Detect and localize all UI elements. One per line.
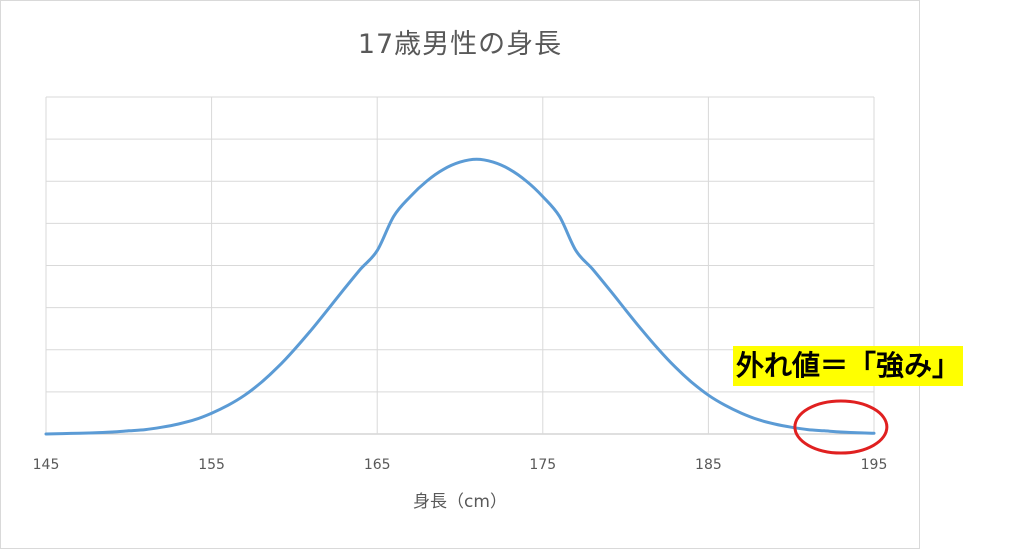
- x-tick-labels: 145 155 165 175 185 195: [33, 457, 888, 473]
- chart-title: 17歳男性の身長: [357, 29, 563, 60]
- x-tick-label: 175: [529, 457, 556, 473]
- outlier-callout-label: 外れ値＝「強み」: [733, 346, 964, 386]
- x-tick-label: 185: [695, 457, 722, 473]
- x-tick-label: 155: [198, 457, 225, 473]
- x-tick-label: 195: [861, 457, 888, 473]
- series-line: [44, 157, 876, 436]
- x-axis-title: 身長（cm）: [413, 492, 507, 512]
- chart-container: [0, 0, 920, 549]
- x-tick-label: 165: [364, 457, 391, 473]
- outlier-highlight-circle: [793, 399, 889, 455]
- x-tick-label: 145: [33, 457, 60, 473]
